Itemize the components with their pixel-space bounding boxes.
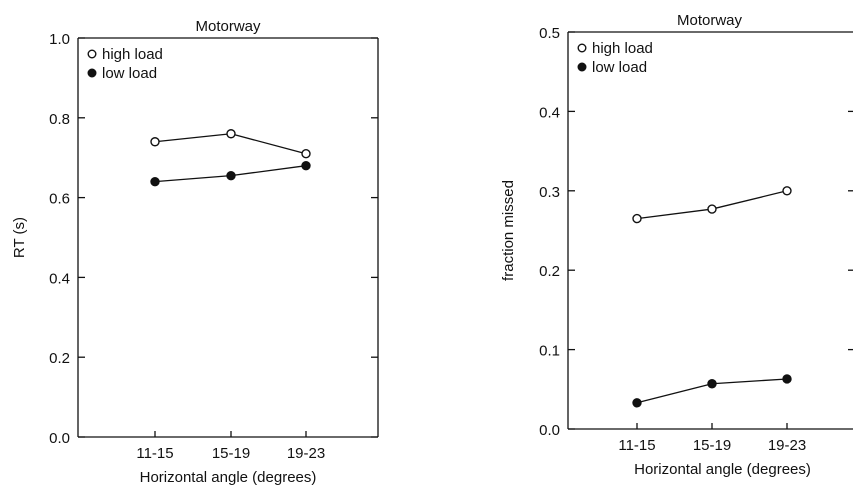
series-line-segment — [711, 190, 788, 210]
x-tick-label: 15-19 — [693, 437, 731, 454]
y-tick-label: 0.2 — [539, 263, 560, 280]
series-line-segment — [711, 378, 788, 385]
x-tick-label: 11-15 — [618, 437, 655, 454]
x-tick-label: 19-23 — [287, 445, 325, 462]
data-point-filled — [707, 379, 717, 389]
data-point-open — [301, 149, 311, 159]
x-tick-label: 11-15 — [136, 445, 173, 462]
series-low-load — [150, 160, 311, 187]
y-tick-label: 1.0 — [49, 31, 70, 48]
data-point-filled — [301, 160, 311, 171]
legend-marker — [87, 49, 97, 59]
data-point-open — [632, 213, 642, 224]
series-low-load — [632, 374, 792, 408]
data-point-filled — [782, 374, 792, 384]
legend-marker — [577, 62, 587, 72]
y-tick-label: 0.8 — [49, 111, 70, 128]
y-axis-label: RT (s) — [11, 217, 28, 258]
x-tick-label: 15-19 — [212, 445, 250, 462]
data-point-open — [226, 129, 236, 139]
data-point-filled — [226, 170, 236, 181]
legend-label: high load — [592, 40, 653, 57]
chart-2: Motorway 0.0 0.1 0.2 0.3 0.4 0.5 11-15 15-19 19-2… — [500, 12, 853, 478]
data-point-open — [782, 186, 792, 196]
y-tick-label: 0.3 — [539, 184, 560, 201]
series-line-segment — [636, 208, 713, 220]
legend-label: high load — [102, 46, 163, 63]
y-tick-label: 0.4 — [49, 270, 70, 287]
x-axis-label: Horizontal angle (degrees) — [140, 469, 317, 486]
series-line-segment — [636, 383, 713, 404]
series-line-segment — [154, 175, 232, 183]
legend-marker — [87, 68, 97, 78]
y-axis-label: fraction missed — [500, 180, 517, 281]
series-line-segment — [230, 165, 307, 177]
series-high-load — [632, 186, 792, 224]
series-high-load — [150, 129, 311, 159]
data-point-filled — [632, 398, 642, 408]
data-point-filled — [150, 176, 160, 187]
series-line-segment — [154, 133, 232, 143]
chart-1: Motorway 0.0 0.2 0.4 0.6 0.8 1.0 11-15 15-19 19-2… — [11, 18, 379, 486]
y-tick-label: 0.2 — [49, 350, 70, 367]
legend-label: low load — [102, 65, 157, 82]
y-tick-label: 0.6 — [49, 191, 70, 208]
y-tick-label: 0.4 — [539, 104, 560, 121]
chart-title: Motorway — [195, 18, 261, 35]
series-line-segment — [230, 133, 307, 155]
data-point-open — [707, 204, 717, 214]
x-axis-label: Horizontal angle (degrees) — [634, 461, 811, 478]
y-tick-label: 0.0 — [539, 422, 560, 439]
chart-title: Motorway — [677, 12, 743, 29]
legend-label: low load — [592, 59, 647, 76]
legend-marker — [577, 43, 587, 53]
y-tick-label: 0.1 — [539, 343, 560, 360]
x-tick-label: 19-23 — [768, 437, 806, 454]
y-tick-label: 0.0 — [49, 430, 70, 447]
y-tick-label: 0.5 — [539, 25, 560, 42]
data-point-open — [150, 137, 160, 147]
